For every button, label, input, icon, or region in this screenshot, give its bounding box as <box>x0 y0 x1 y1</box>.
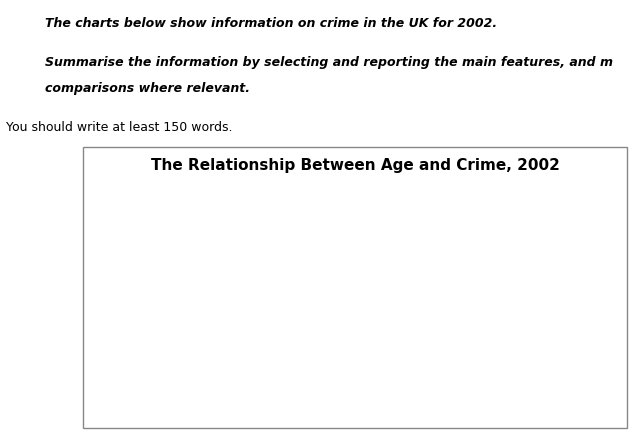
Y-axis label: crime rate, %: crime rate, % <box>100 236 113 330</box>
Text: The Relationship Between Age and Crime, 2002: The Relationship Between Age and Crime, … <box>151 158 559 173</box>
Legend: crime rate: crime rate <box>502 251 607 274</box>
Text: Summarise the information by selecting and reporting the main features, and m: Summarise the information by selecting a… <box>45 56 613 69</box>
X-axis label: age: age <box>301 408 326 421</box>
Text: You should write at least 150 words.: You should write at least 150 words. <box>6 121 233 134</box>
Text: The charts below show information on crime in the UK for 2002.: The charts below show information on cri… <box>45 17 497 30</box>
Text: comparisons where relevant.: comparisons where relevant. <box>45 82 250 95</box>
